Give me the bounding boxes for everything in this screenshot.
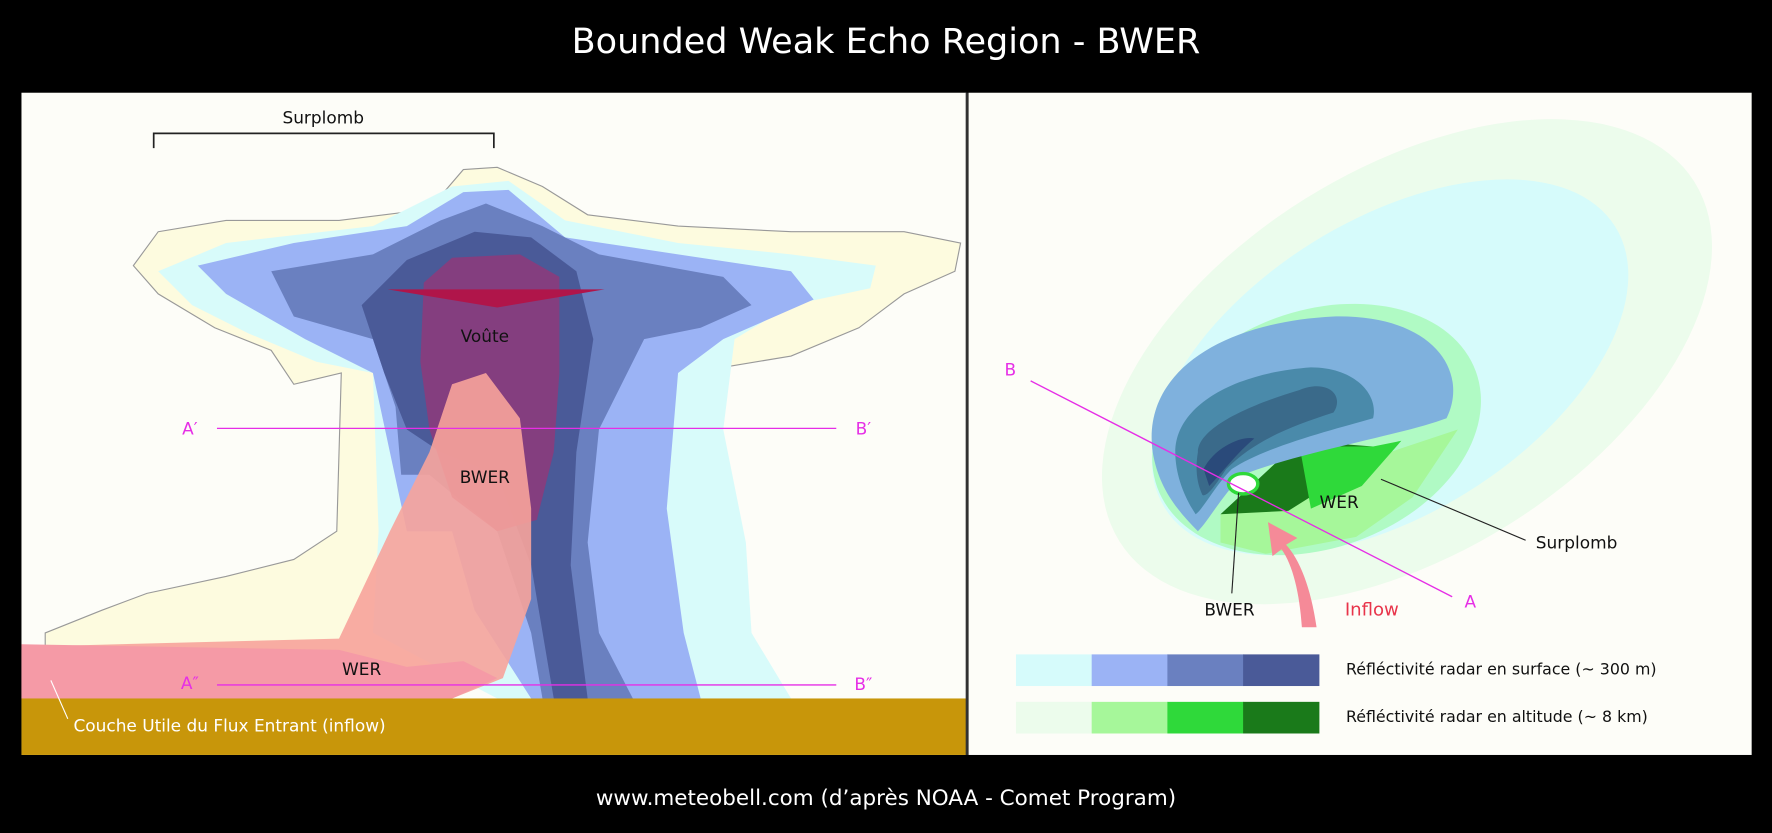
- section-end: B′: [856, 418, 872, 438]
- leader-line: [50, 680, 69, 720]
- plan-view-panel: B A WER Surplomb BWER Inflow Réfléctivit…: [968, 92, 1752, 755]
- legend-swatch: [1243, 701, 1320, 734]
- echo-altitude-strong: [1299, 440, 1402, 509]
- legend-swatch: [1167, 701, 1244, 734]
- section-line: [1030, 380, 1453, 598]
- legend-label: Réfléctivité radar en altitude (~ 8 km): [1346, 707, 1648, 726]
- section-start: A″: [181, 673, 199, 693]
- echo-surface-core: [1203, 437, 1255, 487]
- inflow-layer-label: Couche Utile du Flux Entrant (inflow): [73, 716, 385, 736]
- inflow-arrow: [1267, 522, 1317, 628]
- legend-swatch: [1015, 701, 1093, 734]
- section-start: B: [1004, 360, 1016, 380]
- overhang-label: Surplomb: [282, 108, 364, 128]
- leader-line: [1231, 492, 1240, 594]
- bwer-hole: [1226, 471, 1260, 496]
- footer: www.meteobell.com (d’après NOAA - Comet …: [596, 786, 1176, 811]
- legend-swatch: [1091, 701, 1168, 734]
- ground: [21, 698, 967, 755]
- bwer-label: BWER: [1204, 599, 1254, 619]
- cross-section-panel: Surplomb Voûte BWER WER A′ B′ A″ B″ Couc…: [21, 92, 967, 755]
- section-end: A: [1464, 591, 1476, 611]
- section-end: B″: [854, 674, 872, 694]
- bwer-label: BWER: [460, 467, 510, 487]
- vault-label: Voûte: [461, 326, 509, 346]
- overhang-bracket: [152, 132, 495, 149]
- legend-label: Réfléctivité radar en surface (~ 300 m): [1346, 660, 1657, 679]
- legend-swatch: [1015, 654, 1093, 687]
- legend-swatch: [1091, 654, 1168, 687]
- title: Bounded Weak Echo Region - BWER: [572, 21, 1201, 62]
- echo-surface-dark: [1196, 386, 1338, 496]
- inflow-label: Inflow: [1345, 599, 1399, 620]
- anvil-top: [387, 289, 605, 308]
- overhang-label: Surplomb: [1536, 533, 1618, 553]
- legend: Réfléctivité radar en surface (~ 300 m) R…: [1015, 654, 1657, 734]
- leader-line: [1380, 478, 1526, 541]
- legend-swatch: [1243, 654, 1320, 687]
- section-start: A′: [182, 418, 198, 438]
- wer-label: WER: [342, 659, 381, 679]
- legend-swatch: [1167, 654, 1244, 687]
- inflow-echo: [21, 372, 532, 699]
- wer-label: WER: [1320, 492, 1359, 512]
